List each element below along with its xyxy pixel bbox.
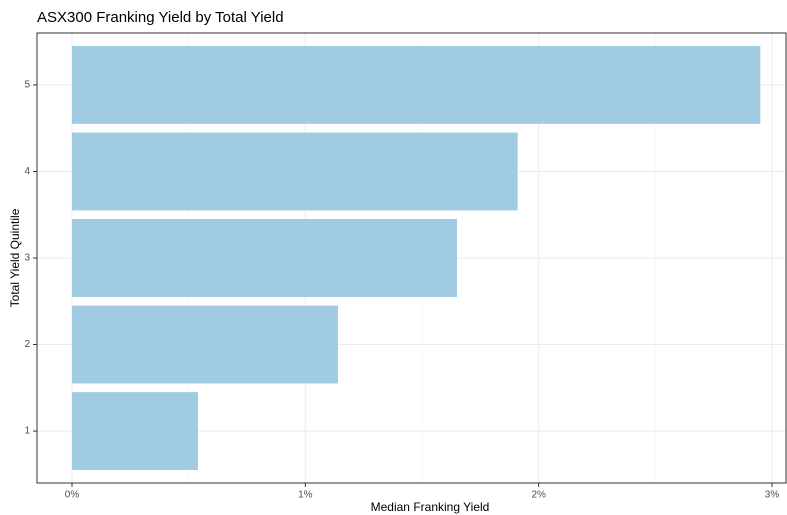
y-tick-label: 1 <box>24 426 30 437</box>
y-tick-label: 2 <box>24 339 30 350</box>
bar <box>72 305 338 384</box>
chart-title: ASX300 Franking Yield by Total Yield <box>37 9 284 26</box>
x-tick-label: 2% <box>531 490 546 501</box>
x-axis-title: Median Franking Yield <box>371 500 490 514</box>
y-tick-label: 5 <box>24 80 30 91</box>
x-tick-label: 0% <box>65 490 80 501</box>
x-tick-label: 3% <box>765 490 780 501</box>
y-tick-label: 4 <box>24 166 30 177</box>
y-axis-title: Total Yield Quintile <box>8 208 22 307</box>
bar <box>72 45 761 124</box>
x-tick-label: 1% <box>298 490 313 501</box>
bar <box>72 132 518 211</box>
plot-border <box>36 32 787 484</box>
y-tick-label: 3 <box>24 253 30 264</box>
bar <box>72 219 457 297</box>
bar <box>72 392 198 471</box>
